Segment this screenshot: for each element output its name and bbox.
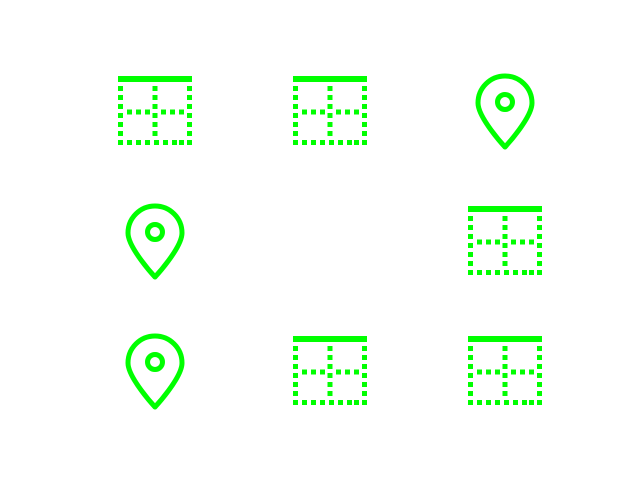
location-pin-icon bbox=[115, 202, 195, 282]
grid-cell bbox=[290, 332, 370, 412]
grid-cell bbox=[465, 332, 545, 412]
grid-cell bbox=[465, 72, 545, 152]
grid-cell bbox=[115, 332, 195, 412]
border-inner-icon bbox=[290, 72, 370, 152]
grid-cell bbox=[290, 72, 370, 152]
border-inner-icon bbox=[290, 332, 370, 412]
grid-cell bbox=[115, 202, 195, 282]
grid-cell bbox=[290, 202, 370, 282]
border-inner-icon bbox=[465, 332, 545, 412]
border-inner-icon bbox=[115, 72, 195, 152]
grid-cell bbox=[115, 72, 195, 152]
border-inner-icon bbox=[465, 202, 545, 282]
location-pin-icon bbox=[465, 72, 545, 152]
grid-cell bbox=[465, 202, 545, 282]
location-pin-icon bbox=[115, 332, 195, 412]
